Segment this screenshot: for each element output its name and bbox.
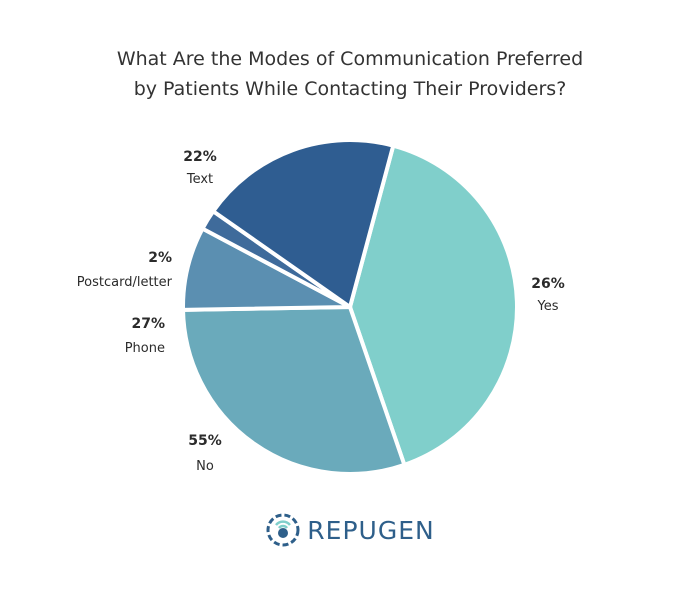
brand-name: REPUGEN bbox=[307, 515, 435, 545]
slice-category-label: Text bbox=[186, 172, 213, 187]
repugen-logo-icon bbox=[266, 513, 300, 547]
slice-category-label: Postcard/letter bbox=[77, 275, 173, 290]
pie-slice-text bbox=[211, 138, 396, 309]
pie-slice-no bbox=[181, 305, 407, 476]
slice-value-label: 27% bbox=[131, 316, 165, 332]
pie-slice-yes bbox=[348, 143, 519, 467]
slice-category-label: No bbox=[196, 459, 214, 474]
chart-title-line-2: by Patients While Contacting Their Provi… bbox=[133, 78, 567, 100]
slice-value-label: 22% bbox=[183, 149, 217, 165]
slice-value-label: 26% bbox=[531, 276, 565, 292]
brand-logo: REPUGEN bbox=[0, 510, 700, 550]
slice-category-label: Yes bbox=[537, 299, 559, 314]
pie-labels: 26% Yes 55% No 27% Phone 2% Postcard/letter 22% T… bbox=[77, 149, 565, 474]
slice-category-label: Phone bbox=[125, 341, 165, 356]
slice-value-label: 2% bbox=[148, 250, 172, 266]
chart-title-line-1: What Are the Modes of Communication Pref… bbox=[116, 48, 584, 70]
chart-title: What Are the Modes of Communication Pref… bbox=[0, 44, 700, 104]
slice-value-label: 55% bbox=[188, 433, 222, 449]
pie-slices bbox=[181, 138, 519, 476]
